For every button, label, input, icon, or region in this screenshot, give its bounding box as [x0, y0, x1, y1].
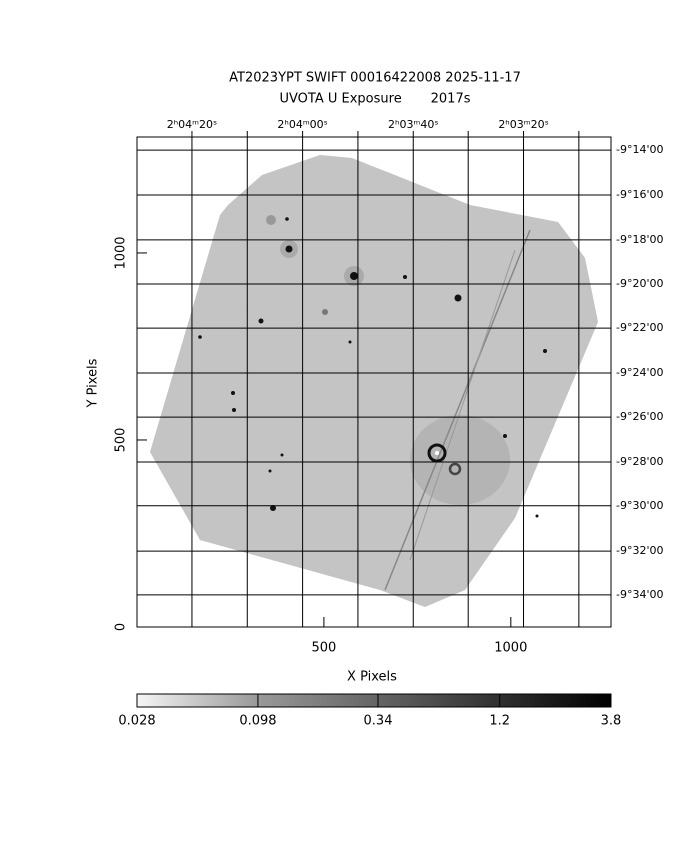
- colorbar-tick-label: 0.34: [364, 714, 393, 729]
- y-tick-label: 0: [114, 623, 129, 631]
- y2-tick-label: -9°16'00: [616, 188, 664, 201]
- halo: [410, 415, 510, 505]
- y2-tick-label: -9°34'00: [616, 588, 664, 601]
- x2-tick-label: 2ʰ03ᵐ40ˢ: [388, 118, 438, 131]
- y2-tick-label: -9°20'00: [616, 277, 664, 290]
- streak: [384, 229, 531, 591]
- colorbar-tick-label: 3.8: [601, 714, 622, 729]
- colorbar: [136, 693, 612, 708]
- chart-title: AT2023YPT SWIFT 00016422008 2025-11-17: [229, 71, 521, 86]
- y2-tick-label: -9°26'00: [616, 410, 664, 423]
- y2-tick-label: -9°18'00: [616, 233, 664, 246]
- colorbar-tick-label: 0.028: [118, 714, 155, 729]
- image: [150, 155, 598, 607]
- y2-tick-label: -9°22'00: [616, 321, 664, 334]
- y-tick-label: 1000: [114, 236, 129, 269]
- y2-tick-label: -9°30'00: [616, 499, 664, 512]
- y2-tick-label: -9°28'00: [616, 455, 664, 468]
- chart-subtitle: UVOTA U Exposure 2017s: [280, 92, 471, 107]
- streak: [409, 249, 516, 561]
- x2-tick-label: 2ʰ04ᵐ20ˢ: [167, 118, 217, 131]
- x-tick-label: 500: [311, 641, 336, 656]
- sources: [198, 215, 547, 518]
- colorbar-tick-label: 0.098: [239, 714, 276, 729]
- x2-tick-label: 2ʰ04ᵐ00ˢ: [277, 118, 327, 131]
- y2-tick-label: -9°32'00: [616, 544, 664, 557]
- y-axis-label: Y Pixels: [86, 358, 101, 408]
- exposure-noise: [150, 155, 598, 607]
- y2-tick-label: -9°14'00: [616, 143, 664, 156]
- plot-frame: [136, 136, 612, 628]
- x-axis-label: X Pixels: [347, 670, 397, 685]
- x2-tick-label: 2ʰ03ᵐ20ˢ: [498, 118, 548, 131]
- x-tick-label: 1000: [494, 641, 527, 656]
- y-tick-label: 500: [114, 428, 129, 453]
- colorbar-tick-label: 1.2: [489, 714, 510, 729]
- y2-tick-label: -9°24'00: [616, 366, 664, 379]
